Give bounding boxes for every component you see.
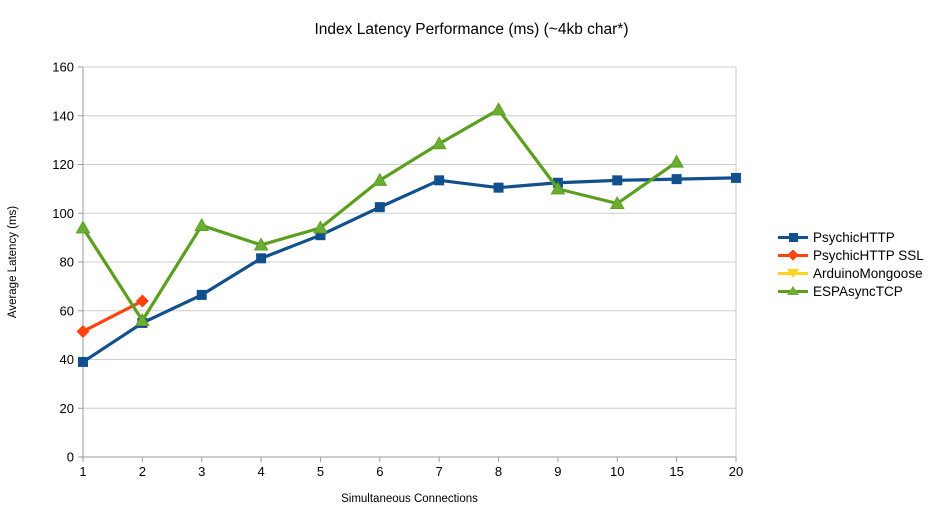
svg-text:0: 0 — [67, 450, 74, 465]
svg-text:1: 1 — [79, 464, 86, 479]
line-triangle-down-marker-icon — [778, 266, 808, 280]
legend-label: PsychicHTTP — [813, 229, 895, 245]
svg-text:80: 80 — [60, 255, 74, 270]
svg-text:6: 6 — [376, 464, 383, 479]
line-diamond-marker-icon — [778, 248, 808, 262]
svg-text:20: 20 — [729, 464, 743, 479]
legend-label: ArduinoMongoose — [813, 265, 923, 281]
svg-text:15: 15 — [669, 464, 683, 479]
legend-item-espasynctcp: ESPAsyncTCP — [778, 282, 924, 300]
svg-text:40: 40 — [60, 352, 74, 367]
chart-legend: PsychicHTTP PsychicHTTP SSL ArduinoMongo… — [778, 228, 924, 300]
legend-label: ESPAsyncTCP — [813, 283, 903, 299]
legend-item-psychichttp: PsychicHTTP — [778, 228, 924, 246]
svg-text:8: 8 — [495, 464, 502, 479]
svg-text:20: 20 — [60, 401, 74, 416]
svg-text:3: 3 — [198, 464, 205, 479]
svg-text:160: 160 — [52, 60, 74, 75]
line-triangle-up-marker-icon — [778, 284, 808, 298]
svg-text:5: 5 — [317, 464, 324, 479]
svg-text:7: 7 — [436, 464, 443, 479]
svg-text:140: 140 — [52, 108, 74, 123]
x-axis-title: Simultaneous Connections — [341, 493, 478, 505]
svg-text:9: 9 — [554, 464, 561, 479]
svg-text:100: 100 — [52, 206, 74, 221]
legend-item-arduinomongoose: ArduinoMongoose — [778, 264, 924, 282]
legend-label: PsychicHTTP SSL — [813, 247, 924, 263]
svg-text:2: 2 — [139, 464, 146, 479]
svg-text:4: 4 — [257, 464, 264, 479]
line-square-marker-icon — [778, 230, 808, 244]
legend-item-psychichttp-ssl: PsychicHTTP SSL — [778, 246, 924, 264]
chart-title: Index Latency Performance (ms) (~4kb cha… — [314, 21, 629, 38]
svg-text:120: 120 — [52, 157, 74, 172]
svg-text:60: 60 — [60, 303, 74, 318]
svg-text:10: 10 — [610, 464, 624, 479]
